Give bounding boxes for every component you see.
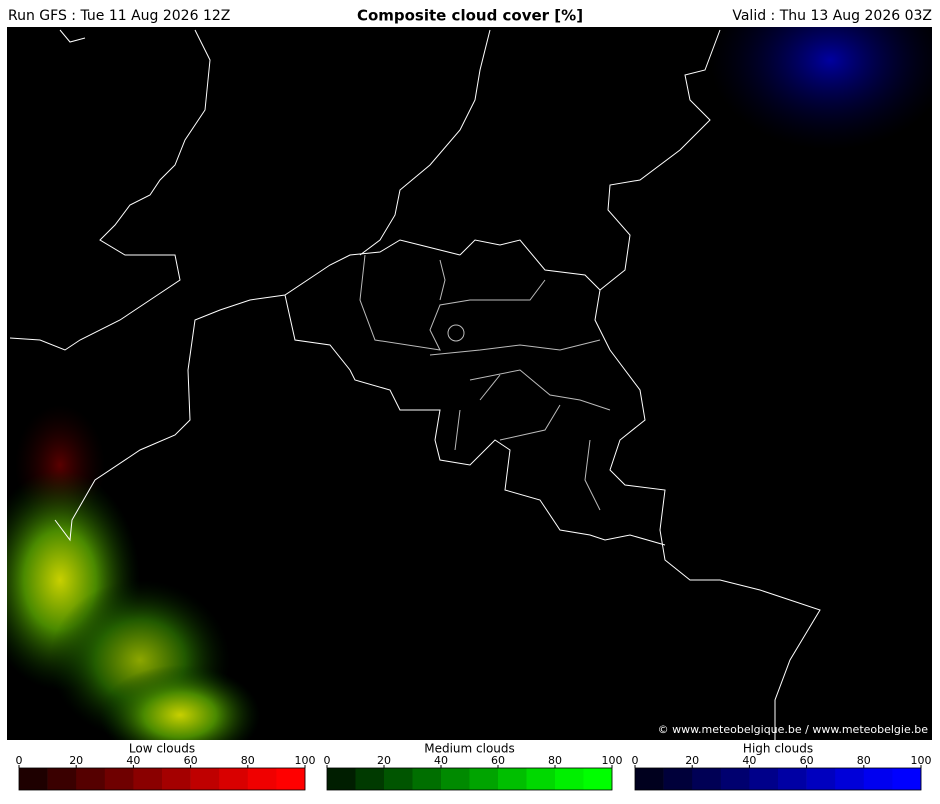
- map-title: Composite cloud cover [%]: [357, 7, 583, 25]
- national-border: [459, 239, 601, 291]
- coastline: [359, 29, 491, 256]
- medium-cloud-field: [100, 665, 260, 740]
- legend-tick-label: 40: [434, 754, 448, 767]
- legend-tick-label: 20: [685, 754, 699, 767]
- color-segment: [663, 768, 693, 790]
- national-border: [594, 29, 821, 740]
- color-segment: [47, 768, 77, 790]
- color-segment: [863, 768, 893, 790]
- legend-tick-label: 80: [548, 754, 562, 767]
- color-segment: [555, 768, 584, 790]
- provincial-border: [447, 324, 465, 342]
- color-segment: [412, 768, 442, 790]
- color-segment: [162, 768, 191, 790]
- color-segment: [469, 768, 499, 790]
- provincial-border: [359, 254, 611, 511]
- legend-title: High clouds: [743, 742, 813, 756]
- borders: [9, 29, 821, 740]
- legend-tick-label: 60: [491, 754, 505, 767]
- color-segment: [498, 768, 527, 790]
- legend-tick-label: 0: [16, 754, 23, 767]
- color-segment: [384, 768, 413, 790]
- national-border: [284, 294, 666, 546]
- cloud-fields: [7, 27, 932, 740]
- legend-tick-label: 0: [324, 754, 331, 767]
- legend-tick-label: 80: [857, 754, 871, 767]
- legend-tick-label: 60: [800, 754, 814, 767]
- legend-tick-label: 100: [602, 754, 623, 767]
- coastline: [54, 239, 461, 542]
- high-cloud-field: [710, 27, 932, 150]
- color-segment: [835, 768, 865, 790]
- legend-tick-label: 0: [632, 754, 639, 767]
- legends: Low clouds 0 20 40 60 80 100 Medium clouds 0 20 40…: [16, 742, 932, 791]
- run-label: Run GFS : Tue 11 Aug 2026 12Z: [8, 8, 230, 24]
- legend-frame: [634, 767, 922, 791]
- legend-frame: [18, 767, 306, 791]
- color-segment: [635, 768, 664, 790]
- color-segment: [778, 768, 807, 790]
- color-segment: [104, 768, 134, 790]
- color-segment: [190, 768, 220, 790]
- color-segment: [583, 768, 613, 790]
- legend-frame: [326, 767, 613, 791]
- legend-tick-label: 60: [184, 754, 198, 767]
- valid-label: Valid : Thu 13 Aug 2026 03Z: [732, 8, 932, 24]
- coastline: [9, 29, 211, 351]
- credit: © www.meteobelgique.be / www.meteobelgie…: [658, 723, 929, 736]
- legend-title: Medium clouds: [424, 742, 515, 756]
- legend-tick-label: 40: [742, 754, 756, 767]
- legend-tick-label: 40: [126, 754, 140, 767]
- legend-title: Low clouds: [129, 742, 195, 756]
- color-segment: [219, 768, 249, 790]
- legend-tick-label: 100: [911, 754, 932, 767]
- color-segment: [19, 768, 48, 790]
- legend-tick-label: 80: [241, 754, 255, 767]
- color-segment: [76, 768, 106, 790]
- color-segment: [441, 768, 470, 790]
- legend-tick-label: 20: [377, 754, 391, 767]
- color-segment: [806, 768, 836, 790]
- legend-tick-label: 20: [69, 754, 83, 767]
- color-segment: [692, 768, 722, 790]
- color-segment: [276, 768, 306, 790]
- color-segment: [892, 768, 922, 790]
- legend-tick-label: 100: [295, 754, 316, 767]
- color-segment: [327, 768, 356, 790]
- color-segment: [526, 768, 556, 790]
- color-segment: [749, 768, 779, 790]
- color-segment: [720, 768, 750, 790]
- color-segment: [355, 768, 385, 790]
- color-segment: [247, 768, 277, 790]
- color-segment: [133, 768, 163, 790]
